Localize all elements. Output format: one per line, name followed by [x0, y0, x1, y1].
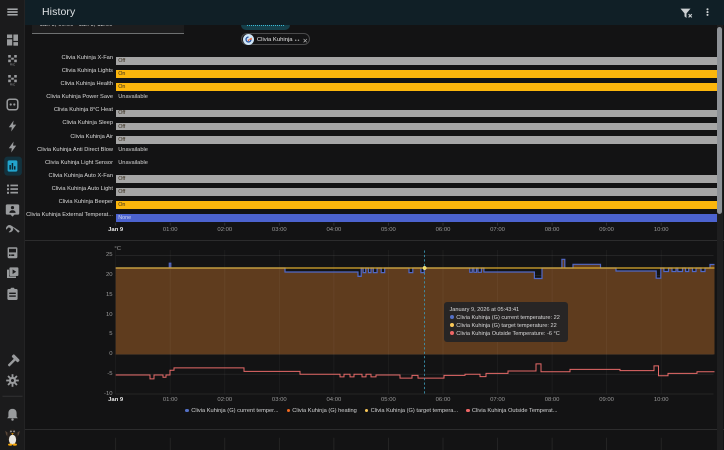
svg-text:R/C: R/C [10, 83, 16, 87]
svg-text:R/C: R/C [10, 63, 16, 67]
